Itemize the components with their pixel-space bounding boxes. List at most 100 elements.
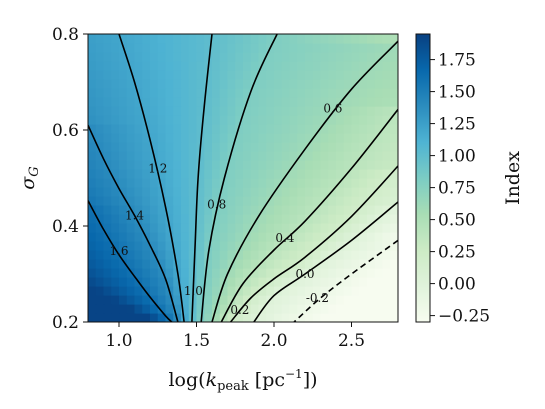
heatmap-cell [359,115,368,125]
heatmap-cell [88,286,97,296]
heatmap-cell [328,241,337,251]
heatmap-cell [181,43,190,53]
heatmap-cell [390,52,398,62]
heatmap-cell [126,106,136,116]
heatmap-cell [328,97,337,107]
heatmap-cell [281,205,291,215]
heatmap-cell [188,133,198,143]
heatmap-cell [204,187,213,197]
contour-line-0.4 [220,108,398,322]
heatmap-cell [103,295,112,305]
heatmap-cell [374,160,384,170]
heatmap-cell [95,196,105,206]
heatmap-cell [219,196,229,206]
heatmap-cell [343,286,353,296]
heatmap-cell [336,133,345,143]
heatmap-cell [336,88,345,98]
heatmap-cell [165,115,174,125]
heatmap-cell [390,61,398,71]
heatmap-cell [328,106,337,116]
heatmap-cell [157,241,167,251]
heatmap-cell [266,88,275,98]
heatmap-cell [157,205,167,215]
heatmap-cell [150,313,159,322]
heatmap-cell [119,97,128,107]
heatmap-cell [219,205,229,215]
heatmap-cell [281,160,291,170]
heatmap-cell [243,34,252,44]
heatmap-cell [243,277,252,287]
heatmap-cell [312,61,322,71]
heatmap-cell [212,295,221,305]
heatmap-cell [157,286,167,296]
heatmap-cell [258,142,267,152]
heatmap-cell [204,106,213,116]
heatmap-cell [367,79,376,89]
heatmap-cell [390,250,398,260]
heatmap-cell [134,313,143,322]
heatmap-cell [336,205,345,215]
heatmap-cell [250,97,260,107]
heatmap-cell [351,124,360,134]
heatmap-cell [88,124,97,134]
heatmap-cell [165,214,174,224]
heatmap-cell [274,169,283,179]
heatmap-cell [343,52,353,62]
heatmap-cell [204,277,213,287]
heatmap-cell [305,205,314,215]
heatmap-cell [165,142,174,152]
y-tick-label: 0.2 [52,313,79,333]
heatmap-cell [157,61,167,71]
heatmap-cell [297,88,306,98]
heatmap-cell [374,142,384,152]
heatmap-cell [142,187,151,197]
heatmap-cell [274,133,283,143]
heatmap-cell [258,259,267,269]
heatmap-cell [343,250,353,260]
contour-label: 0.8 [207,197,226,211]
heatmap-cell [103,61,112,71]
heatmap-cell [336,313,345,322]
heatmap-cell [219,232,229,242]
heatmap-cell [173,259,182,269]
heatmap-cell [281,277,291,287]
heatmap-cell [343,115,353,125]
heatmap-cell [305,88,314,98]
heatmap-cell [390,124,398,134]
heatmap-cell [165,232,174,242]
heatmap-cell [374,304,384,314]
heatmap-cell [297,34,306,44]
x-tick-label: 1.0 [105,331,132,351]
heatmap-cell [359,97,368,107]
heatmap-cell [343,43,353,53]
heatmap-cell [88,106,97,116]
heatmap-cell [173,196,182,206]
heatmap-cell [204,259,213,269]
heatmap-cell [243,133,252,143]
x-tick-label: 2.0 [260,331,287,351]
heatmap-cell [165,88,174,98]
heatmap-cell [305,232,314,242]
heatmap-cell [351,313,360,322]
heatmap-cell [150,214,159,224]
heatmap-cell [258,43,267,53]
heatmap-cell [212,160,221,170]
heatmap-cell [243,259,252,269]
heatmap-cell [219,295,229,305]
heatmap-cell [196,88,205,98]
heatmap-cell [212,52,221,62]
heatmap-cell [289,286,298,296]
heatmap-cell [119,313,128,322]
heatmap-cell [281,250,291,260]
heatmap-cell [235,115,244,125]
heatmap-cell [289,115,298,125]
heatmap-cell [111,97,120,107]
heatmap-cell [173,277,182,287]
heatmap-cell [150,79,159,89]
heatmap-cell [188,214,198,224]
heatmap-cell [320,34,329,44]
heatmap-cell [157,313,167,322]
heatmap-cell [165,97,174,107]
heatmap-cell [103,88,112,98]
colorbar-tick-label: 0.75 [438,179,476,199]
